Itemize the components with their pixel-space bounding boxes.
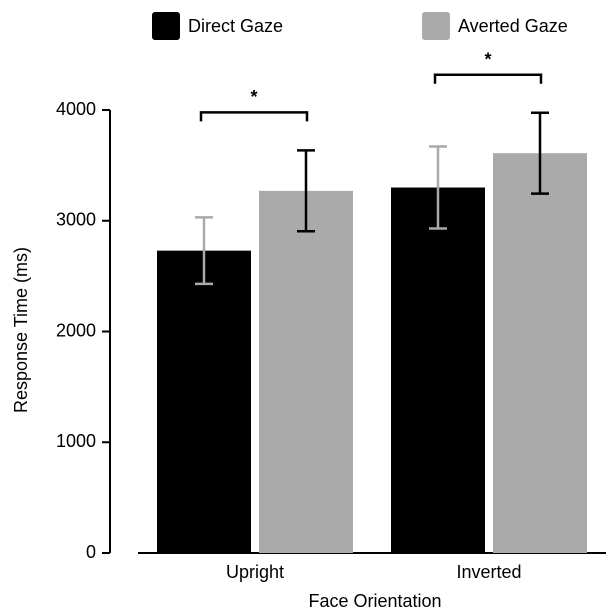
- bar: [157, 250, 251, 553]
- legend-label: Direct Gaze: [188, 16, 283, 36]
- legend-label: Averted Gaze: [458, 16, 568, 36]
- y-tick-label: 1000: [56, 431, 96, 451]
- y-tick-label: 3000: [56, 210, 96, 230]
- x-tick-label: Upright: [226, 562, 284, 582]
- bar: [259, 190, 353, 553]
- error-bar: [429, 145, 447, 230]
- y-tick-label: 0: [86, 542, 96, 562]
- bar: [391, 187, 485, 553]
- legend-swatch: [152, 12, 180, 40]
- bar: [493, 153, 587, 553]
- x-tick-label: Inverted: [456, 562, 521, 582]
- legend-swatch: [422, 12, 450, 40]
- error-bar: [531, 111, 549, 195]
- y-tick-label: 2000: [56, 320, 96, 340]
- significance-marker: *: [250, 87, 257, 107]
- significance-bracket: [433, 73, 543, 84]
- error-bar: [297, 149, 315, 233]
- x-axis-title: Face Orientation: [308, 591, 441, 611]
- y-axis-title: Response Time (ms): [11, 247, 31, 413]
- y-tick-label: 4000: [56, 99, 96, 119]
- error-bar: [195, 216, 213, 286]
- significance-bracket: [199, 111, 309, 122]
- significance-marker: *: [484, 50, 491, 70]
